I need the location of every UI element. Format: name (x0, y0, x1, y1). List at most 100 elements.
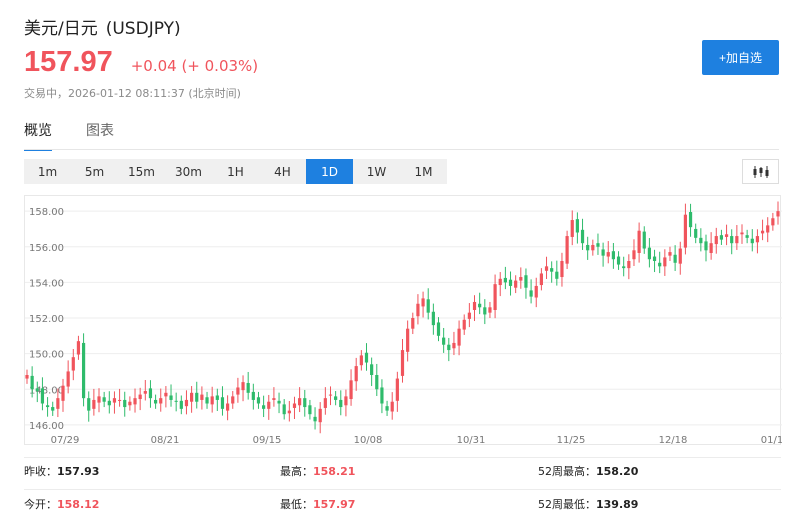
y-tick-label: 150.00 (29, 350, 64, 361)
candle-body (632, 250, 636, 260)
candle-body (138, 394, 142, 400)
instrument-title: 美元/日元 (USDJPY) (24, 14, 181, 39)
candle-body (200, 394, 204, 400)
tab-overview[interactable]: 概览 (24, 120, 52, 151)
candle-body (308, 405, 312, 415)
candle-body (148, 388, 153, 399)
y-tick-label: 148.00 (29, 385, 64, 396)
candle-body (771, 218, 775, 226)
candle-body (303, 398, 307, 408)
candle-body (755, 236, 760, 243)
candle-body (318, 408, 322, 423)
candle-body (262, 405, 266, 409)
candle-body (364, 352, 369, 363)
candle-body (467, 312, 471, 319)
candle-body (256, 397, 261, 404)
candle-body (282, 404, 286, 415)
candle-body (51, 407, 55, 411)
candle-body (760, 230, 765, 234)
candle-body (153, 399, 158, 404)
candle-body (627, 261, 631, 269)
candle-body (663, 257, 667, 267)
candle-body (159, 398, 163, 404)
candle-body (323, 398, 327, 408)
tab-chart[interactable]: 图表 (86, 123, 114, 139)
period-15m-button[interactable]: 15m (118, 159, 165, 184)
candle-body (539, 273, 543, 286)
candle-body (190, 392, 194, 402)
candle-body (745, 235, 749, 238)
candle-body (426, 299, 430, 313)
candle-body (596, 243, 600, 247)
period-1mo-button[interactable]: 1M (400, 159, 447, 184)
candle-body (251, 391, 255, 400)
candle-body (226, 403, 230, 411)
period-1m-button[interactable]: 1m (24, 159, 71, 184)
candle-body (339, 399, 343, 408)
candle-body (328, 394, 333, 396)
candle-body (735, 236, 739, 244)
candle-body (647, 247, 652, 260)
candle-body (421, 298, 425, 307)
high-value: 158.21 (313, 465, 356, 478)
candle-body (61, 385, 65, 401)
prev-close-label: 昨收： (24, 465, 57, 478)
candle-body (683, 214, 688, 248)
x-tick-label: 01/1 (761, 435, 782, 446)
candle-body (560, 261, 564, 278)
period-1w-button[interactable]: 1W (353, 159, 400, 184)
candle-body (375, 375, 379, 390)
candle-body (776, 211, 780, 217)
candle-body (514, 280, 518, 288)
candle-body (236, 387, 240, 395)
candle-body (406, 328, 410, 352)
candle-body (385, 406, 389, 411)
candle-body (292, 403, 297, 408)
candle-body (87, 398, 91, 411)
candle-body (668, 252, 672, 256)
period-1d-button[interactable]: 1D (306, 159, 353, 184)
x-tick-label: 10/08 (354, 435, 383, 446)
x-tick-label: 12/18 (659, 435, 688, 446)
period-30m-button[interactable]: 30m (165, 159, 212, 184)
candle-body (35, 388, 39, 392)
period-1h-button[interactable]: 1H (212, 159, 259, 184)
price-chart[interactable]: 146.00 148.00 150.00 152.00 154.00 156.00 158.… (24, 195, 782, 446)
candle-body (370, 364, 374, 375)
instrument-name: 美元/日元 (24, 19, 98, 39)
candle-body (298, 398, 302, 406)
candle-body (704, 241, 708, 251)
candle-body (622, 266, 626, 269)
candle-body (694, 228, 698, 238)
candle-body (40, 388, 45, 404)
chart-type-button[interactable] (742, 159, 779, 184)
candle-body (169, 395, 173, 400)
candle-body (719, 235, 724, 240)
candle-body (591, 244, 595, 251)
candle-body (688, 212, 693, 228)
stats-row-2: 今开：158.12 最低：157.97 52周最低：139.89 (24, 496, 781, 516)
candle-body (637, 230, 641, 253)
candle-body (117, 399, 122, 401)
candle-body (714, 236, 718, 245)
candle-body (334, 396, 338, 400)
candle-body (97, 396, 101, 403)
candle-body (277, 400, 281, 404)
candle-body (143, 391, 147, 394)
candle-body (457, 328, 461, 346)
candle-body (709, 243, 713, 253)
high52-label: 52周最高： (538, 465, 596, 478)
period-4h-button[interactable]: 4H (259, 159, 306, 184)
add-to-watchlist-button[interactable]: +加自选 (702, 40, 779, 75)
candle-body (534, 285, 538, 298)
period-selector: 1m 5m 15m 30m 1H 4H 1D 1W 1M (24, 159, 447, 184)
open-label: 今开： (24, 498, 57, 511)
candle-body (580, 229, 585, 244)
period-5m-button[interactable]: 5m (71, 159, 118, 184)
low-label: 最低： (280, 498, 313, 511)
candle-body (550, 268, 554, 272)
candle-body (472, 301, 477, 310)
candle-body (179, 400, 183, 409)
candle-body (287, 410, 291, 414)
x-tick-label: 11/25 (557, 435, 586, 446)
